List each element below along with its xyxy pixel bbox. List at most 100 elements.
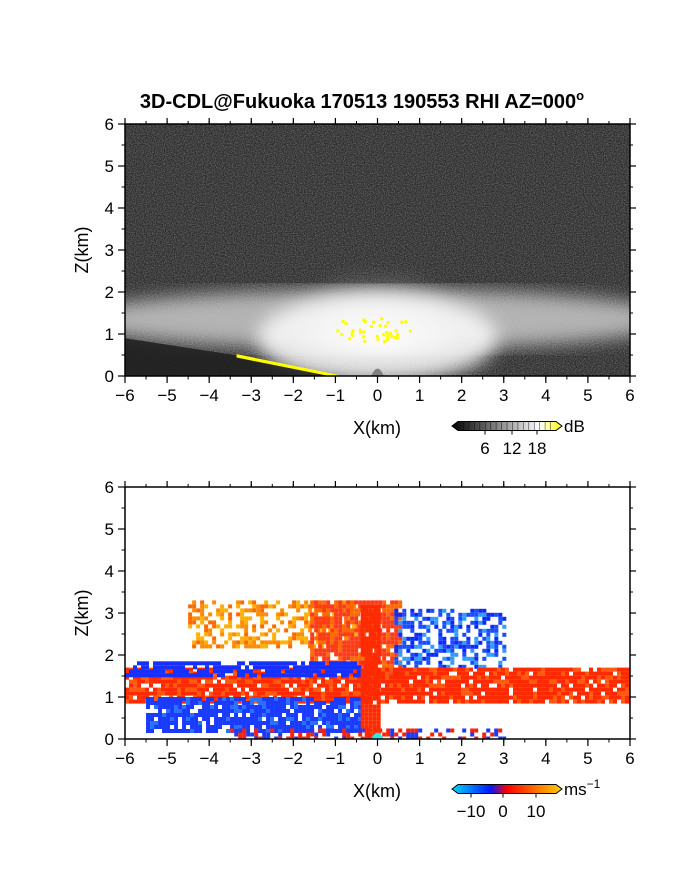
- velocity-pixel: [354, 600, 359, 605]
- velocity-pixel: [553, 675, 557, 680]
- velocity-pixel: [450, 640, 455, 645]
- velocity-pixel: [334, 616, 339, 621]
- velocity-pixel: [426, 608, 431, 613]
- velocity-pixel: [137, 669, 141, 674]
- velocity-pixel: [414, 732, 419, 737]
- velocity-pixel: [330, 644, 335, 649]
- velocity-pixel: [237, 679, 241, 684]
- velocity-pixel: [360, 692, 365, 697]
- velocity-pixel: [376, 680, 381, 685]
- velocity-pixel: [376, 728, 381, 733]
- velocity-pixel: [181, 675, 185, 680]
- velocity-pixel: [174, 717, 179, 721]
- velocity-pixel: [394, 616, 399, 621]
- velocity-pixel: [158, 705, 163, 709]
- velocity-pixel: [493, 699, 497, 704]
- velocity-pixel: [153, 661, 157, 666]
- velocity-pixel: [489, 679, 493, 684]
- velocity-pixel: [237, 691, 241, 696]
- velocity-pixel: [346, 732, 351, 737]
- velocity-pixel: [178, 709, 183, 713]
- velocity-pixel: [293, 675, 297, 680]
- velocity-pixel: [410, 608, 415, 613]
- velocity-pixel: [304, 636, 309, 641]
- velocity-pixel: [450, 616, 455, 621]
- velocity-pixel: [326, 640, 331, 645]
- velocity-pixel: [282, 717, 287, 721]
- velocity-pixel: [137, 691, 141, 696]
- velocity-pixel: [561, 687, 565, 692]
- velocity-pixel: [376, 696, 381, 701]
- velocity-pixel: [346, 640, 351, 645]
- velocity-pixel: [368, 732, 373, 737]
- velocity-pixel: [625, 667, 629, 672]
- velocity-pixel: [334, 721, 339, 725]
- velocity-pixel: [525, 691, 529, 696]
- velocity-pixel: [269, 691, 273, 696]
- x-tick-label: 6: [625, 749, 634, 768]
- velocity-pixel: [362, 664, 367, 669]
- velocity-pixel: [357, 683, 361, 688]
- velocity-pixel: [497, 687, 501, 692]
- velocity-pixel: [218, 701, 223, 705]
- velocity-pixel: [318, 644, 323, 649]
- velocity-pixel: [525, 675, 529, 680]
- velocity-pixel: [405, 699, 409, 704]
- velocity-pixel: [489, 691, 493, 696]
- velocity-pixel: [153, 665, 157, 670]
- velocity-pixel: [453, 691, 457, 696]
- velocity-pixel: [517, 671, 521, 676]
- velocity-pixel: [158, 721, 163, 725]
- velocity-pixel: [445, 687, 449, 692]
- velocity-pixel: [330, 640, 335, 645]
- velocity-pixel: [260, 644, 265, 649]
- velocity-pixel: [364, 688, 369, 693]
- velocity-pixel: [421, 667, 425, 672]
- velocity-pixel: [313, 675, 317, 680]
- velocity-pixel: [302, 721, 307, 725]
- velocity-pixel: [186, 729, 191, 733]
- velocity-pixel: [386, 660, 391, 665]
- velocity-pixel: [478, 632, 483, 637]
- velocity-pixel: [434, 652, 439, 657]
- velocity-pixel: [237, 665, 241, 670]
- velocity-pixel: [490, 624, 495, 629]
- velocity-pixel: [226, 713, 231, 717]
- velocity-pixel: [177, 675, 181, 680]
- velocity-pixel: [338, 608, 343, 613]
- velocity-pixel: [173, 665, 177, 670]
- velocity-pixel: [354, 728, 359, 733]
- velocity-pixel: [293, 687, 297, 692]
- velocity-pixel: [446, 656, 451, 661]
- velocity-pixel: [290, 736, 295, 739]
- velocity-pixel: [445, 667, 449, 672]
- velocity-pixel: [376, 720, 381, 725]
- velocity-pixel: [200, 612, 205, 617]
- velocity-pixel: [288, 636, 293, 641]
- velocity-pixel: [609, 683, 613, 688]
- x-tick-label: −4: [199, 749, 218, 768]
- velocity-pixel: [358, 620, 363, 625]
- velocity-pixel: [189, 679, 193, 684]
- velocity-pixel: [473, 691, 477, 696]
- velocity-pixel: [565, 691, 569, 696]
- velocity-pixel: [165, 679, 169, 684]
- velocity-pixel: [188, 624, 193, 629]
- velocity-pixel: [238, 717, 243, 721]
- velocity-pixel: [553, 687, 557, 692]
- velocity-pixel: [276, 612, 281, 617]
- velocity-pixel: [185, 683, 189, 688]
- velocity-pixel: [236, 644, 241, 649]
- velocity-pixel: [141, 699, 145, 704]
- velocity-pixel: [220, 632, 225, 637]
- velocity-pixel: [372, 624, 377, 629]
- velocity-pixel: [284, 612, 289, 617]
- colorbar-unit: ms−1: [564, 777, 601, 799]
- velocity-pixel: [358, 600, 363, 605]
- velocity-pixel: [501, 679, 505, 684]
- velocity-pixel: [213, 683, 217, 688]
- velocity-pixel: [217, 687, 221, 692]
- velocity-pixel: [601, 671, 605, 676]
- velocity-pixel: [365, 691, 369, 696]
- velocity-pixel: [368, 696, 373, 701]
